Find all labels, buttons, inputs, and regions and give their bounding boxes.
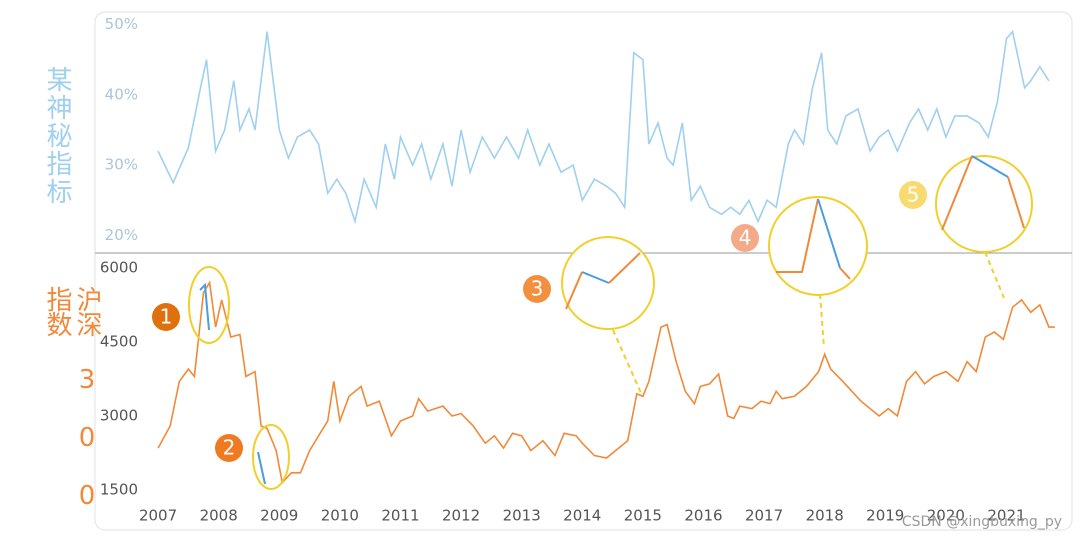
annotation: 1 <box>160 305 173 329</box>
y-tick-label: 30% <box>105 156 138 174</box>
annotation: 4 <box>739 226 752 250</box>
x-tick-label: 2016 <box>684 507 722 525</box>
y-tick-label: 20% <box>105 226 138 244</box>
annotation-markers <box>152 181 927 462</box>
y-tick-label: 6000 <box>100 258 138 276</box>
x-tick-label: 2008 <box>200 507 238 525</box>
highlights <box>188 155 1033 490</box>
x-tick-label: 2019 <box>866 507 904 525</box>
y-axis-title: 沪深 3 0 0 指数 <box>42 286 102 510</box>
y-tick-label: 1500 <box>100 481 138 499</box>
series-line <box>157 280 1055 485</box>
y-tick-label: 4500 <box>100 332 138 350</box>
x-tick-label: 2010 <box>321 507 359 525</box>
y-axis-title: 某神秘指标 <box>42 66 72 206</box>
x-tick-label: 2018 <box>806 507 844 525</box>
y-tick-label: 50% <box>105 15 138 33</box>
x-tick-label: 2012 <box>442 507 480 525</box>
watermark: CSDN @xingbuxing_py <box>902 514 1062 530</box>
x-tick-label: 2020 <box>927 507 965 525</box>
x-tick-label: 2011 <box>381 507 419 525</box>
x-tick-label: 2017 <box>745 507 783 525</box>
x-tick-label: 2013 <box>503 507 541 525</box>
x-tick-label: 2015 <box>624 507 662 525</box>
y-tick-label: 40% <box>105 85 138 103</box>
x-tick-label: 2009 <box>260 507 298 525</box>
annotation: 2 <box>223 436 236 460</box>
series-line <box>157 29 1050 225</box>
y-tick-label: 3000 <box>100 407 138 425</box>
x-tick-label: 2007 <box>139 507 177 525</box>
x-tick-label: 2014 <box>563 507 601 525</box>
annotation: 5 <box>907 183 920 207</box>
annotation: 3 <box>531 277 544 301</box>
x-tick-label: 2021 <box>987 507 1025 525</box>
